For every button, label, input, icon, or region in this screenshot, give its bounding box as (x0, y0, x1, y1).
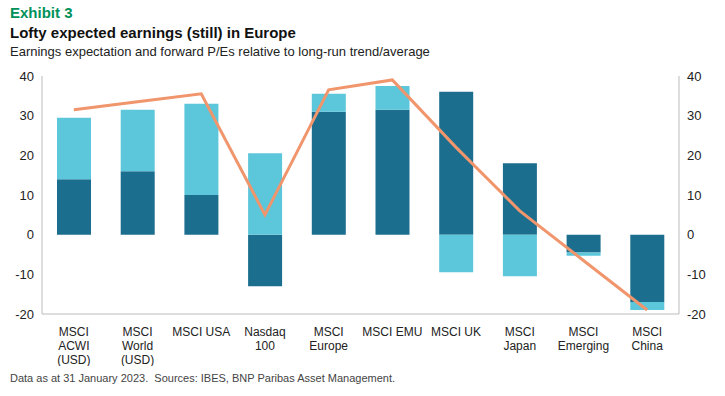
svg-text:40: 40 (20, 69, 34, 84)
svg-text:0: 0 (27, 227, 34, 242)
svg-text:MSCI UK: MSCI UK (431, 325, 481, 339)
svg-text:MSCIEurope: MSCIEurope (309, 325, 348, 353)
svg-text:-20: -20 (15, 307, 34, 322)
html-text:Data as at 31 January 2023. So: Data as at 31 January 2023. Sources: IBE… (10, 372, 395, 384)
html-text:Lofty expected earnings (still: Lofty expected earnings (still) in Europ… (10, 24, 296, 41)
html-text:Exhibit 3: Exhibit 3 (10, 4, 73, 21)
svg-text:10: 10 (687, 188, 701, 203)
svg-text:20: 20 (687, 148, 701, 163)
svg-text:-10: -10 (687, 267, 706, 282)
svg-text:MSCI USA: MSCI USA (172, 325, 230, 339)
svg-text:MSCIJapan: MSCIJapan (503, 325, 536, 353)
svg-text:MSCIEmerging: MSCIEmerging (558, 325, 609, 353)
svg-text:20: 20 (20, 148, 34, 163)
svg-text:MSCIWorld(USD): MSCIWorld(USD) (121, 325, 154, 366)
svg-text:MSCIChina: MSCIChina (631, 325, 663, 353)
svg-text:10: 10 (20, 188, 34, 203)
svg-text:0: 0 (687, 227, 694, 242)
html-text:Earnings expectation and forwa: Earnings expectation and forward P/Es re… (10, 44, 430, 59)
svg-text:-20: -20 (687, 307, 706, 322)
svg-text:30: 30 (687, 108, 701, 123)
svg-text:Nasdaq100: Nasdaq100 (244, 325, 285, 353)
svg-text:MSCI EMU: MSCI EMU (362, 325, 422, 339)
svg-text:-10: -10 (15, 267, 34, 282)
svg-text:MSCIACWI(USD): MSCIACWI(USD) (57, 325, 90, 366)
svg-text:40: 40 (687, 69, 701, 84)
svg-text:30: 30 (20, 108, 34, 123)
